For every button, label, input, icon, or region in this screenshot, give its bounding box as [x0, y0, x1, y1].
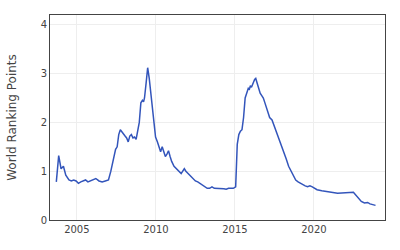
- svg-text:3: 3: [41, 68, 47, 79]
- svg-text:2: 2: [41, 117, 47, 128]
- svg-text:1: 1: [41, 166, 47, 177]
- svg-text:0: 0: [41, 215, 47, 226]
- svg-text:2015: 2015: [222, 224, 247, 235]
- svg-text:4: 4: [41, 19, 47, 30]
- svg-text:2005: 2005: [64, 224, 89, 235]
- svg-text:2020: 2020: [301, 224, 326, 235]
- svg-text:World Ranking Points: World Ranking Points: [5, 54, 19, 181]
- svg-text:2010: 2010: [143, 224, 168, 235]
